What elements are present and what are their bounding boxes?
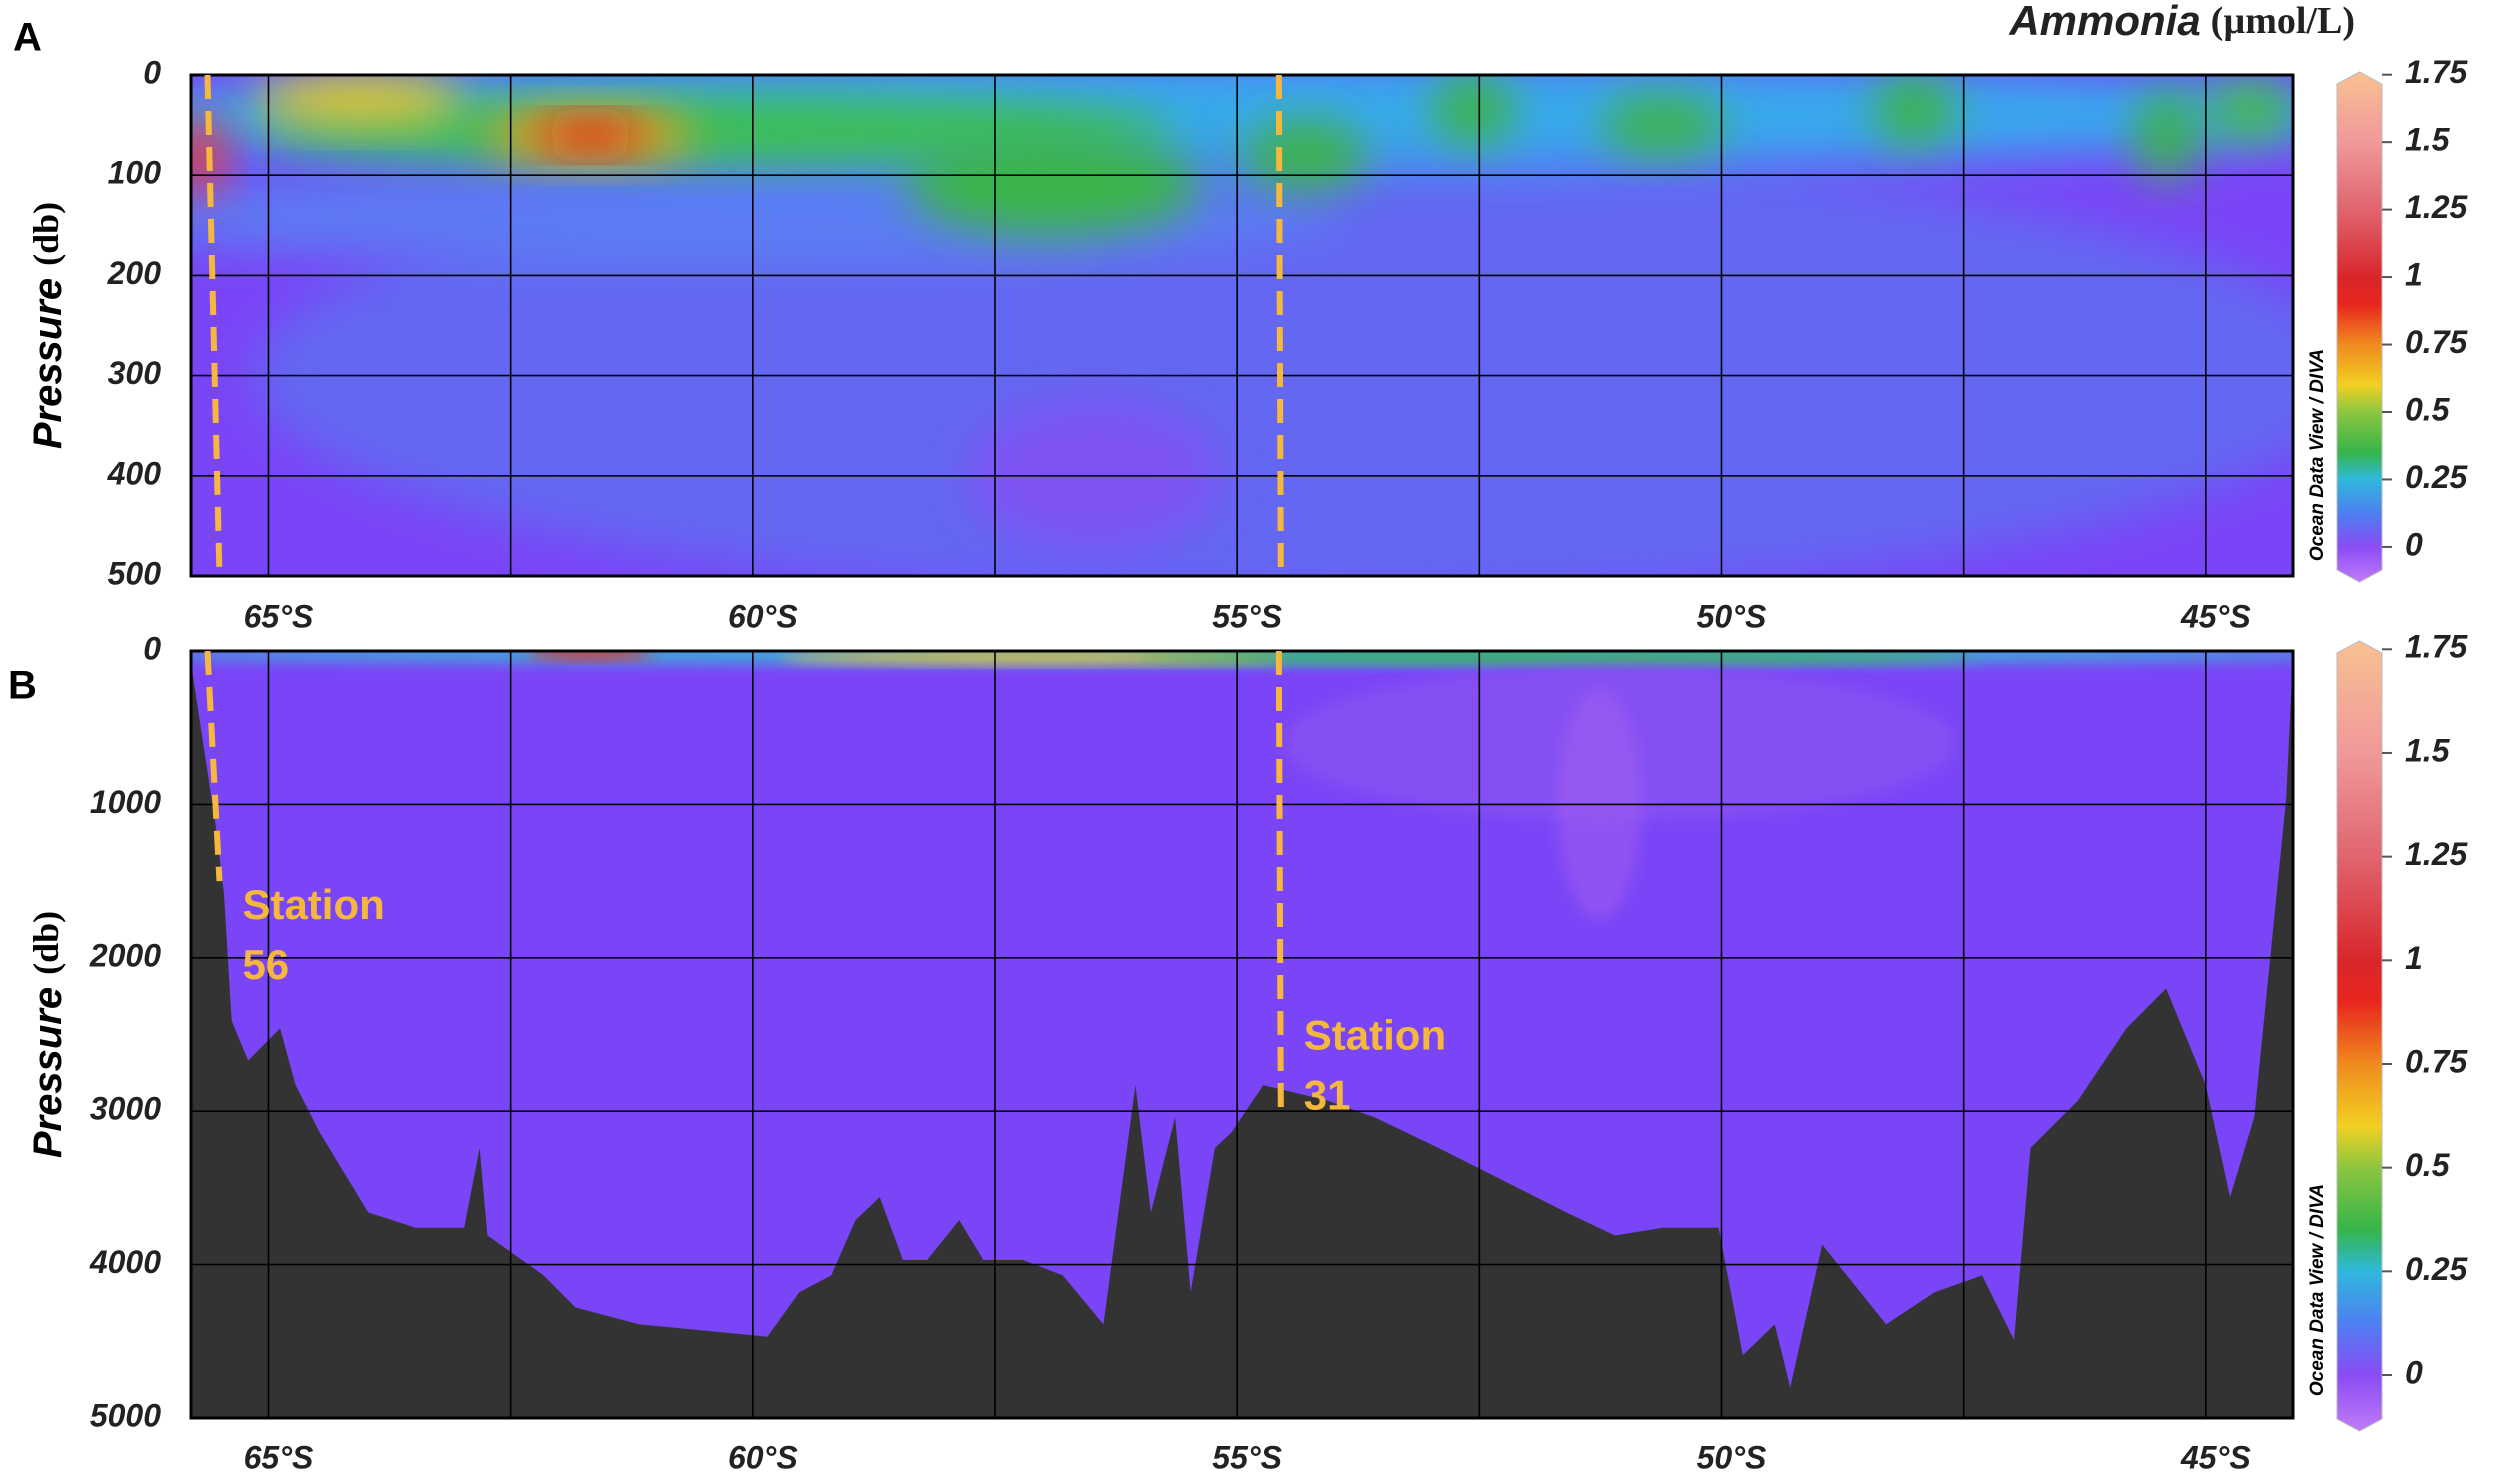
y-tick-label: 400 <box>107 455 162 491</box>
field <box>191 75 2293 576</box>
field-blob <box>1599 95 1726 156</box>
x-tick-label: 50°S <box>1697 598 1767 634</box>
y-tick-label: 2000 <box>89 937 161 973</box>
y-label-unit: (db) <box>26 202 66 266</box>
colorbar-tick-label: 0 <box>2405 526 2423 562</box>
field-blob <box>2208 80 2293 141</box>
credit: Ocean Data View / DIVA <box>2307 349 2328 561</box>
y-tick-label: 0 <box>143 54 161 90</box>
colorbar-tick-label: 1.5 <box>2405 122 2451 158</box>
colorbar-title: Ammonia (µmol/L) <box>2008 0 2355 44</box>
panel-label: A <box>13 16 42 60</box>
colorbar-tick-label: 0.5 <box>2405 1147 2451 1183</box>
field-blob <box>2135 90 2199 181</box>
y-tick-label: 0 <box>143 630 161 666</box>
x-tick-label: 55°S <box>1212 1439 1282 1475</box>
title-unit: (µmol/L) <box>2211 0 2355 42</box>
colorbar-tick-label: 1 <box>2405 940 2423 976</box>
station-line <box>1275 74 1284 577</box>
x-tick-label: 65°S <box>244 1439 314 1475</box>
x-tick-label: 55°S <box>1212 598 1282 634</box>
station-line <box>204 650 223 882</box>
y-tick-label: 1000 <box>90 784 161 820</box>
station-label: Station <box>242 881 384 928</box>
colorbar-tick-label: 1 <box>2405 257 2423 293</box>
station-label: 31 <box>1304 1071 1351 1118</box>
field-blob <box>254 97 1179 163</box>
colorbar-tick-label: 1.5 <box>2405 732 2451 768</box>
colorbar <box>2336 640 2383 1432</box>
y-tick-label: 200 <box>107 255 162 291</box>
field-blob <box>1872 75 1957 146</box>
y-label-unit: (db) <box>26 911 66 975</box>
plot-frame <box>189 73 2295 578</box>
field-blob <box>254 75 465 126</box>
colorbar-tick-label: 1.25 <box>2405 189 2468 225</box>
y-axis-label: Pressure (db) <box>26 911 70 1158</box>
x-tick-label: 65°S <box>244 598 314 634</box>
y-label-name: Pressure <box>26 278 70 449</box>
y-tick-label: 100 <box>108 155 162 191</box>
colorbar <box>2336 71 2383 583</box>
field <box>191 651 2293 1418</box>
field-blob <box>191 115 225 196</box>
field-blob <box>537 120 643 151</box>
y-label-name: Pressure <box>26 987 70 1158</box>
field-blob <box>1431 75 1516 146</box>
field-blob <box>905 135 1200 236</box>
colorbar-tick-label: 0.25 <box>2405 459 2468 495</box>
station-label: 56 <box>242 941 289 988</box>
x-tick-label: 60°S <box>728 1439 798 1475</box>
colorbar-tick-label: 0 <box>2405 1354 2423 1390</box>
panel-label: B <box>8 664 37 708</box>
credit: Ocean Data View / DIVA <box>2307 1184 2328 1396</box>
field-blob <box>779 651 1285 664</box>
colorbar-tick-label: 0.5 <box>2405 391 2451 427</box>
y-tick-label: 3000 <box>90 1091 161 1127</box>
y-axis-label: Pressure (db) <box>26 202 70 449</box>
title-name: Ammonia <box>2008 0 2200 44</box>
x-tick-label: 45°S <box>2180 598 2251 634</box>
y-tick-label: 500 <box>108 555 162 591</box>
y-tick-label: 4000 <box>89 1244 161 1280</box>
colorbar-tick-label: 0.75 <box>2405 324 2468 360</box>
x-tick-label: 60°S <box>728 598 798 634</box>
y-tick-label: 5000 <box>90 1397 161 1433</box>
station-line <box>204 74 223 577</box>
field-blob <box>1136 651 1978 664</box>
colorbar-tick-label: 1.25 <box>2405 836 2468 872</box>
x-tick-label: 45°S <box>2180 1439 2251 1475</box>
plot-frame <box>189 649 2295 1420</box>
y-tick-label: 300 <box>108 355 162 391</box>
field-blob <box>527 651 654 660</box>
colorbar-tick-label: 1.75 <box>2405 629 2468 665</box>
colorbar-tick-label: 0.75 <box>2405 1043 2468 1079</box>
station-label: Station <box>1304 1011 1446 1058</box>
colorbar-tick-label: 0.25 <box>2405 1251 2468 1287</box>
colorbar-tick-label: 1.75 <box>2405 54 2468 90</box>
field-blob <box>1242 120 1369 191</box>
station-line <box>1275 650 1284 1112</box>
x-tick-label: 50°S <box>1697 1439 1767 1475</box>
